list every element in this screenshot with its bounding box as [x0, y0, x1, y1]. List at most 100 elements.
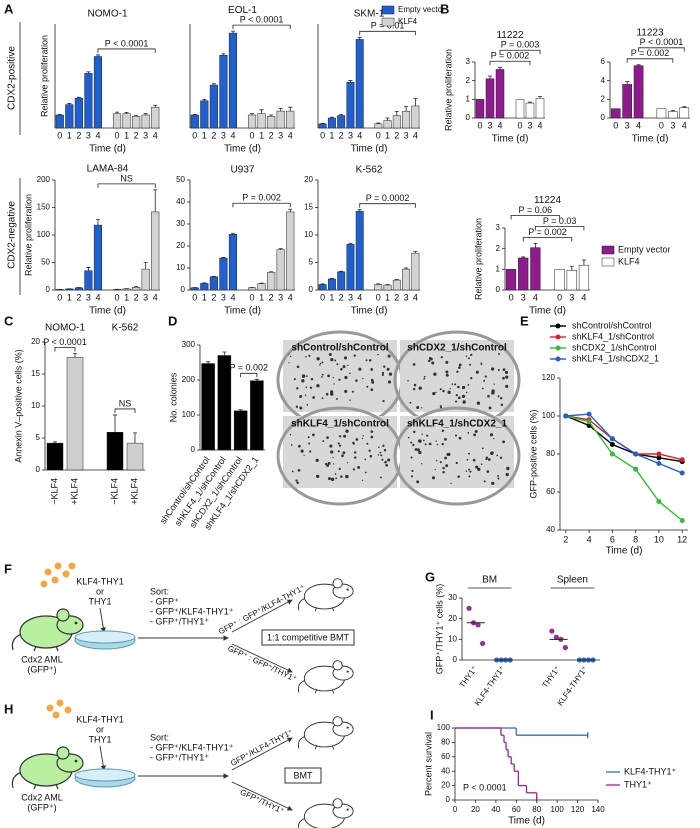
colony [385, 463, 389, 467]
error-bar [269, 114, 274, 117]
colony [312, 396, 315, 399]
colony [306, 403, 309, 406]
sort-text: Sort: [150, 732, 169, 742]
colony [418, 386, 422, 390]
x-tick-label: 3 [527, 120, 532, 130]
x-tick-label: THY1⁺ [458, 664, 480, 689]
error-bar [278, 248, 283, 250]
bar [530, 247, 541, 291]
bar [209, 276, 218, 291]
x-tick-label: 0 [250, 130, 255, 140]
bar [257, 113, 266, 129]
bar [247, 114, 257, 129]
colony [418, 450, 422, 455]
error-bar [538, 96, 542, 99]
error-bar [206, 361, 211, 364]
x-tick-label: 3 [625, 120, 630, 130]
legend-label: shKLF4_1/shCDX2_1 [572, 353, 659, 363]
x-tick-label: 1 [385, 292, 390, 302]
colony [315, 474, 320, 479]
colony [354, 456, 357, 459]
colony [307, 436, 310, 439]
bar [276, 110, 285, 129]
x-axis-label: Time (d) [224, 144, 261, 155]
x-tick-label: 1 [329, 130, 334, 140]
colony [426, 434, 429, 437]
error-bar [76, 96, 81, 99]
x-tick-label: 2 [339, 130, 344, 140]
bar [668, 111, 678, 119]
vector-label: or [96, 586, 104, 596]
x-tick-label: 1 [385, 130, 390, 140]
colony [316, 357, 320, 361]
colony [407, 436, 410, 439]
y-axis-label: Relative proliferation [473, 218, 483, 300]
colony [364, 458, 367, 461]
colony [480, 463, 483, 465]
error-bar [222, 351, 227, 356]
colony [423, 375, 426, 378]
colony [342, 451, 346, 455]
colony [413, 430, 416, 434]
colony [487, 458, 491, 461]
x-axis-label: Time (d) [606, 546, 643, 557]
colony [424, 443, 427, 446]
x-tick-label: 3 [86, 292, 91, 302]
colony [337, 442, 340, 445]
colony [449, 387, 451, 390]
colony [445, 373, 449, 377]
y-tick-label: 20 [31, 337, 40, 346]
sig-label: P = 0.002 [528, 227, 567, 237]
colony [329, 444, 333, 448]
transplant-label: BMT [294, 770, 314, 780]
x-tick-label: 4 [413, 292, 418, 302]
colony [444, 437, 447, 441]
x-tick-label: 3 [86, 130, 91, 140]
colony [381, 371, 385, 375]
colony [502, 440, 505, 444]
y-tick-label: 1 [496, 264, 501, 273]
virus [40, 580, 48, 588]
y-tick-label: 0 [453, 655, 458, 664]
colony [468, 452, 470, 455]
bar [610, 108, 621, 119]
plate-label: shCDX2_1/shControl [407, 343, 507, 354]
sort-text: - GFP⁺/KLF4-THY1⁺ [150, 606, 234, 616]
colony [308, 442, 311, 445]
panel-label: H [4, 701, 13, 716]
colony [295, 479, 298, 482]
x-tick-label: 0 [376, 292, 381, 302]
x-axis-label: Time (d) [89, 144, 126, 155]
colony [416, 480, 420, 484]
colony [483, 379, 486, 382]
error-bar [53, 441, 57, 444]
virus [68, 562, 76, 570]
y-axis-label: Relative proliferation [39, 35, 49, 117]
bar [84, 270, 93, 291]
panel-label: I [430, 707, 434, 722]
bar [122, 113, 131, 129]
bar [383, 284, 392, 291]
group-label: NOMO-1 [45, 323, 85, 334]
colony [461, 394, 466, 399]
error-bar [73, 353, 77, 358]
y-tick-label: 0 [601, 113, 606, 122]
x-tick-label: 1 [259, 130, 264, 140]
sig-bracket [510, 215, 561, 220]
y-axis-label: Annexin V–positive cells (%) [13, 349, 23, 463]
colony [465, 470, 468, 472]
panel-label: D [168, 313, 177, 328]
legend-label: shKLF4_1/shControl [572, 331, 654, 341]
colony [380, 454, 383, 457]
bar [65, 104, 74, 129]
colony [296, 481, 299, 484]
colony [361, 437, 364, 440]
plate-label: shControl/shControl [291, 343, 388, 354]
colony [366, 442, 369, 445]
series-line [565, 415, 683, 463]
x-tick-label: 2 [563, 534, 568, 544]
error-bar [288, 106, 293, 112]
x-tick-label: +KLF4 [129, 478, 139, 505]
colony [485, 456, 489, 459]
x-tick-label: 3 [221, 292, 226, 302]
